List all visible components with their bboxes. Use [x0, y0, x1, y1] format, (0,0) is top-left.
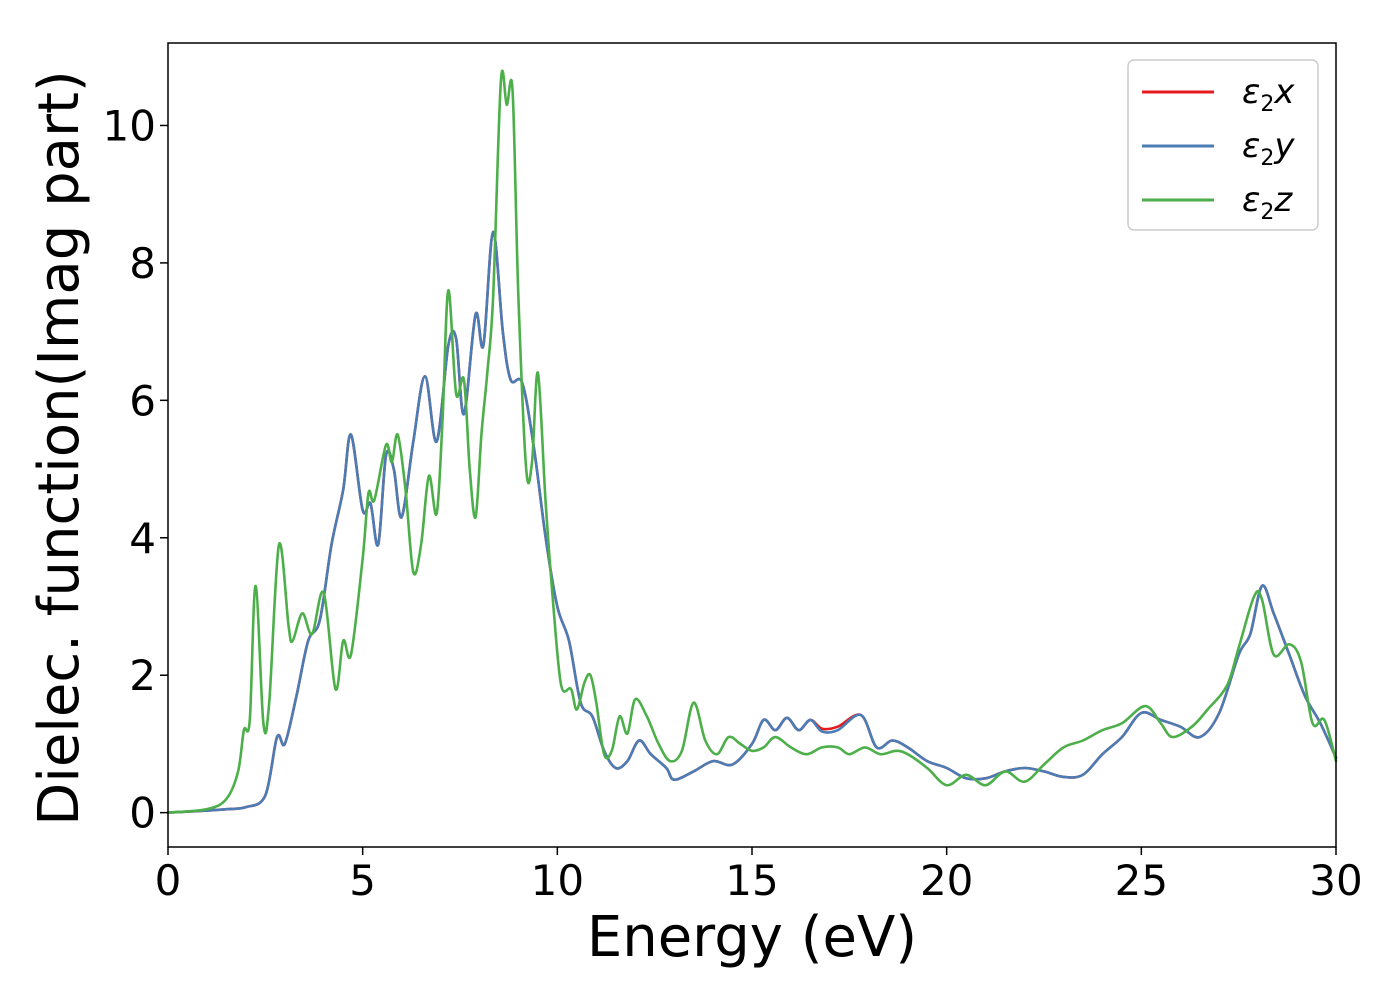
y-axis-title: Dielec. function(Imag part) [27, 70, 92, 826]
legend: ε2x ε2y ε2z [1127, 59, 1319, 231]
legend-label-z: ε2z [1242, 180, 1293, 225]
legend-frame [1127, 59, 1319, 231]
y-tick-label: 8 [129, 239, 156, 288]
legend-label-x: ε2x [1242, 72, 1295, 117]
y-axis-ticks: 0 2 4 6 8 10 [103, 101, 168, 838]
x-tick-label: 5 [349, 856, 376, 905]
y-tick-label: 2 [129, 651, 156, 700]
x-tick-label: 25 [1115, 856, 1168, 905]
series-layer [166, 69, 1338, 814]
x-tick-label: 0 [155, 856, 182, 905]
x-tick-label: 30 [1309, 856, 1362, 905]
y-tick-label: 0 [129, 789, 156, 838]
y-tick-label: 10 [103, 101, 156, 150]
y-tick-label: 4 [129, 514, 156, 563]
series-line-z [166, 69, 1338, 814]
y-tick-label: 6 [129, 376, 156, 425]
legend-label-y: ε2y [1242, 126, 1295, 171]
x-tick-label: 10 [531, 856, 584, 905]
x-tick-label: 15 [725, 856, 778, 905]
series-line-y [166, 230, 1338, 814]
x-tick-label: 20 [920, 856, 973, 905]
x-axis-title: Energy (eV) [587, 905, 917, 970]
x-axis-ticks: 0 5 10 15 20 25 30 [155, 847, 1363, 905]
